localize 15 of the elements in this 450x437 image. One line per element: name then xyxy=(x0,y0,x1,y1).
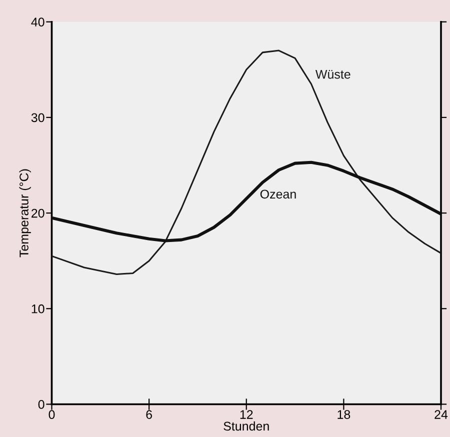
x-tick-label: 18 xyxy=(338,410,350,419)
y-axis-title: Temperatur (°C) xyxy=(19,169,31,258)
series-label: Ozean xyxy=(260,190,296,199)
x-tick-label: 6 xyxy=(146,410,152,419)
x-tick-label: 24 xyxy=(434,410,448,419)
series-label: Wüste xyxy=(315,70,350,79)
x-tick-label: 12 xyxy=(240,410,253,419)
y-tick-label: 10 xyxy=(32,304,44,314)
x-tick-label: 0 xyxy=(48,410,55,419)
y-tick-label: 30 xyxy=(31,113,44,122)
y-tick-label: 0 xyxy=(38,400,44,409)
y-tick-label: 20 xyxy=(32,208,44,218)
line-series xyxy=(52,50,441,275)
y-tick-label: 40 xyxy=(31,18,44,26)
x-axis-title: Stunden xyxy=(224,421,269,431)
